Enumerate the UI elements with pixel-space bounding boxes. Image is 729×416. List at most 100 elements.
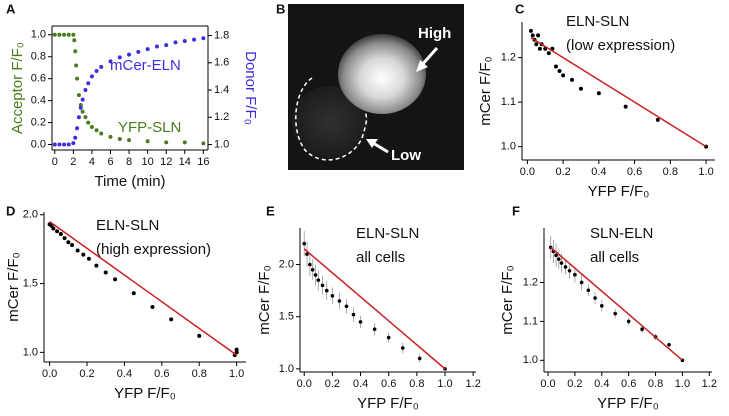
x-tick-label: 0.2 xyxy=(325,378,340,390)
data-point xyxy=(154,44,159,49)
data-point xyxy=(74,63,79,68)
data-point xyxy=(530,33,535,38)
data-point xyxy=(344,304,349,309)
data-point xyxy=(57,32,62,37)
data-point xyxy=(55,229,60,234)
data-point xyxy=(640,327,644,331)
arrow-head xyxy=(416,60,428,72)
data-point xyxy=(536,33,541,38)
chart-panel: F 0.0 0.2 0.4 0.6 0.8 1.0 1.2 1.0 1.1 1.2 YFP F/F₀ m… xyxy=(499,203,717,412)
x-tick-label: 12 xyxy=(160,156,172,168)
data-point xyxy=(169,317,174,322)
data-point xyxy=(71,141,76,146)
data-point xyxy=(192,37,197,42)
x-tick-label: 0.0 xyxy=(520,166,535,178)
data-point xyxy=(72,38,77,43)
data-point xyxy=(89,124,94,129)
y2-tick-label: 1.6 xyxy=(214,57,229,69)
data-point xyxy=(563,265,568,269)
data-point xyxy=(386,335,391,340)
data-point xyxy=(599,304,604,308)
data-point xyxy=(596,91,601,96)
panel-letter: E xyxy=(266,203,275,218)
x-tick-label: 6 xyxy=(107,156,113,168)
data-point xyxy=(182,140,187,145)
y-tick-label: 1.0 xyxy=(31,29,46,41)
data-point xyxy=(76,93,81,98)
data-point xyxy=(117,137,122,142)
data-point xyxy=(579,280,584,285)
panel-letter: B xyxy=(276,1,285,16)
data-point xyxy=(351,312,356,317)
data-point xyxy=(667,342,671,347)
data-point xyxy=(108,134,113,139)
data-point xyxy=(66,32,71,37)
data-point xyxy=(75,76,80,81)
data-point xyxy=(150,304,155,309)
y-tick-label: 1.0 xyxy=(501,141,516,153)
x-tick-label: 0.8 xyxy=(663,166,678,178)
y-axis-label: mCer F/F₀ xyxy=(256,265,273,335)
data-point xyxy=(313,273,318,277)
x-tick-label: 1.0 xyxy=(437,378,452,390)
y2-tick-label: 1.4 xyxy=(214,84,229,96)
x-tick-label: 0.4 xyxy=(594,378,609,390)
y-axis-label: mCer F/F₀ xyxy=(499,265,516,335)
data-point xyxy=(86,256,91,261)
data-point xyxy=(613,311,618,316)
data-point xyxy=(546,51,551,56)
data-point xyxy=(570,77,575,82)
data-point xyxy=(66,142,71,147)
y-tick-label: 0.0 xyxy=(31,138,46,150)
data-point xyxy=(86,120,91,125)
x-tick-label: 0.6 xyxy=(627,166,642,178)
panel-letter: A xyxy=(6,1,16,16)
data-point xyxy=(586,288,591,293)
data-point xyxy=(173,40,178,45)
data-point xyxy=(131,291,136,296)
fit-line xyxy=(49,221,238,356)
annotation: (low expression) xyxy=(566,37,675,54)
y-axis-label: mCer F/F₀ xyxy=(477,56,494,126)
series-label: YFP-SLN xyxy=(118,119,181,136)
x-tick-label: 0.2 xyxy=(555,166,570,178)
y-tick-label: 1.1 xyxy=(523,315,538,327)
data-point xyxy=(71,32,76,37)
data-point xyxy=(417,356,422,361)
y2-tick-label: 1.8 xyxy=(214,29,229,41)
x-axis-label: YFP F/F₀ xyxy=(357,395,419,412)
annotation: SLN-ELN xyxy=(590,225,653,242)
x-tick-label: 0.8 xyxy=(409,378,424,390)
annotation: ELN-SLN xyxy=(356,225,419,242)
x-tick-label: 16 xyxy=(197,156,209,168)
data-point xyxy=(78,103,83,108)
data-point xyxy=(556,257,561,261)
x-tick-label: 0 xyxy=(52,156,58,168)
y-tick-label: 1.0 xyxy=(23,346,38,358)
x-tick-label: 1.0 xyxy=(675,378,690,390)
data-point xyxy=(234,347,239,352)
data-point xyxy=(567,269,572,273)
image-panel: B High Low xyxy=(276,1,464,170)
y-tick-label: 1.1 xyxy=(501,96,516,108)
high-cell xyxy=(338,34,426,114)
y-axis-label: mCer F/F₀ xyxy=(5,252,22,322)
y-tick-label: 0.4 xyxy=(31,95,46,107)
data-point xyxy=(99,131,104,136)
data-point xyxy=(66,240,71,245)
data-point xyxy=(330,294,335,298)
x-tick-label: 8 xyxy=(126,156,132,168)
data-point xyxy=(559,261,564,265)
x-axis-label: YFP F/F₀ xyxy=(588,183,650,200)
y-tick-label: 1.2 xyxy=(501,52,516,64)
data-point xyxy=(113,277,118,282)
data-point xyxy=(52,142,57,147)
arrow-head xyxy=(366,139,378,148)
image-label: Low xyxy=(391,147,421,164)
low-cell xyxy=(292,86,368,158)
data-point xyxy=(164,140,169,145)
arrow xyxy=(372,141,389,154)
y-tick-label: 2.0 xyxy=(23,209,38,221)
x-tick-label: 1.0 xyxy=(229,368,244,380)
y2-axis-label: Donor F/F₀ xyxy=(242,51,259,125)
